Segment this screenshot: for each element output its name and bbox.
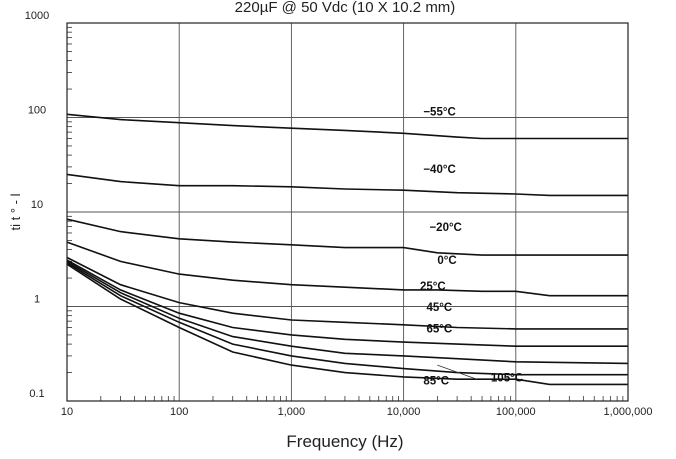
series-line-3 (66, 241, 628, 297)
x-tick-label: 10 (61, 406, 73, 418)
x-tick-label: 10,000 (387, 406, 421, 418)
series-label-4: 25°C (420, 281, 446, 293)
series-line-2 (66, 218, 628, 256)
series-line-1 (66, 173, 628, 197)
grid-lines (66, 22, 629, 402)
chart-title: 220µF @ 50 Vdc (10 X 10.2 mm) (235, 0, 456, 16)
y-tick-label: 100 (28, 105, 46, 117)
y-tick-label: 10 (31, 199, 43, 211)
series-label-5: 45°C (427, 302, 453, 314)
x-tick-label: 100,000 (496, 406, 536, 418)
series-label-0: −55°C (423, 106, 455, 118)
series-label-8: 105°C (491, 373, 523, 385)
series-line-4 (66, 256, 628, 330)
axis-ticks: 10 100 1,000 10,000 100,000 1,000,000 0.1 1 10 10… (25, 10, 653, 418)
series-line-5 (66, 259, 628, 348)
series-labels: −55°C −40°C −20°C 0°C 25°C 45°C 65°C 85°C 105°C (420, 106, 523, 387)
x-axis-label: Frequency (Hz) (286, 432, 403, 451)
y-tick-label: 1 (34, 294, 40, 306)
series-curves (66, 113, 629, 386)
y-tick-label: 0.1 (29, 388, 44, 400)
series-line-7 (66, 262, 628, 376)
series-label-2: −20°C (429, 222, 461, 234)
x-tick-label: 1,000,000 (604, 406, 653, 418)
series-line-8 (66, 263, 628, 386)
x-tick-label: 1,000 (278, 406, 306, 418)
series-label-3: 0°C (437, 255, 456, 267)
y-axis-label: ti t ° - l (8, 193, 23, 230)
series-label-7: 85°C (423, 375, 449, 387)
series-label-6: 65°C (427, 324, 453, 336)
series-line-0 (66, 113, 628, 140)
x-tick-label: 100 (170, 406, 188, 418)
series-label-1: −40°C (423, 164, 455, 176)
plot-frame (66, 22, 629, 402)
series-line-6 (66, 260, 629, 365)
label-leader-line (437, 364, 478, 380)
y-tick-label: 1000 (25, 10, 49, 22)
